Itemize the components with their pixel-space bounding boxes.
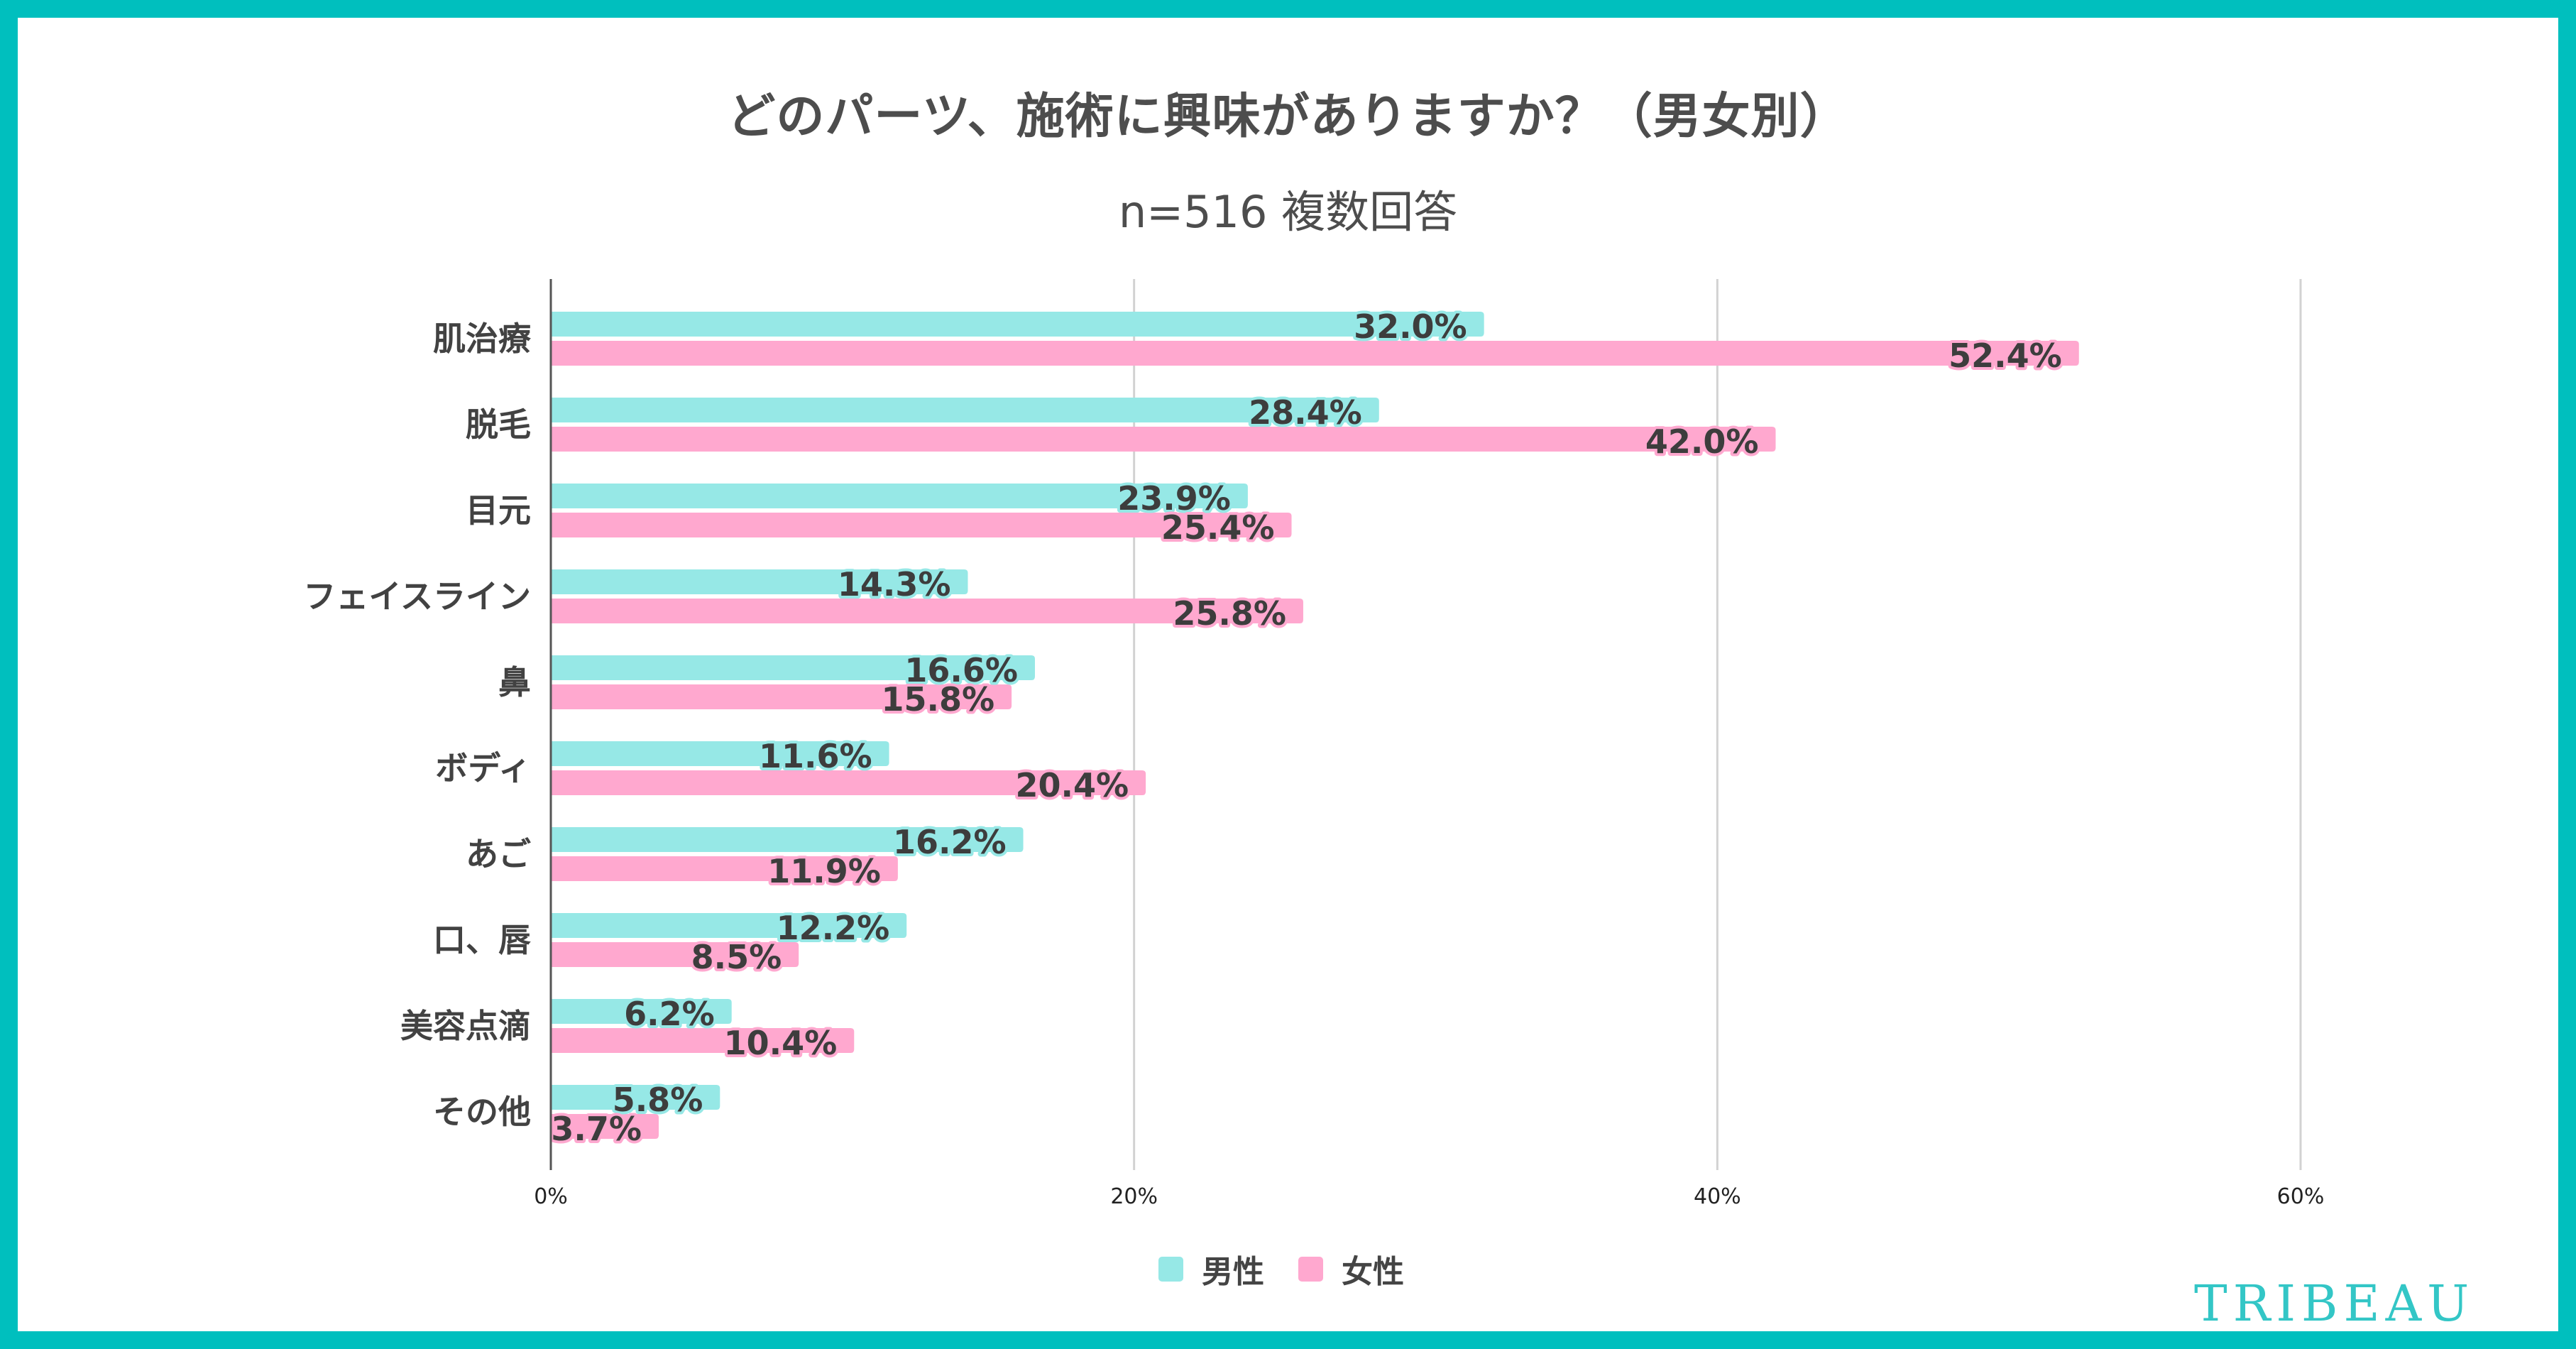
x-tick-label: 60% [2277, 1184, 2325, 1209]
bar-female [551, 1114, 659, 1139]
bars [550, 312, 2079, 1139]
x-tick-label: 0% [534, 1184, 568, 1209]
chart-subtitle: n=516 複数回答 [1118, 186, 1458, 238]
value-label-male: 14.3% [838, 565, 951, 604]
value-label-female: 10.4% [724, 1024, 838, 1062]
bar-female [551, 599, 1303, 623]
x-tick-label: 40% [1694, 1184, 1741, 1209]
value-label-male: 5.8% [613, 1081, 703, 1119]
x-axis-ticks: 0% 20% 40% 60% [534, 1184, 2324, 1209]
bar-male [551, 1085, 720, 1110]
bar-male [551, 827, 1024, 852]
bar-male [551, 741, 889, 766]
value-labels: 32.0% 52.4% 28.4% 42.0% 23.9%25.4% 14.3% 25.8%… [548, 305, 2064, 1151]
value-label-female: 8.5% [691, 938, 782, 976]
value-label-female: 11.9% [767, 852, 881, 890]
bar-female [551, 942, 799, 967]
legend-item-female[interactable]: 女性 [1298, 1246, 1404, 1291]
bar-female [551, 513, 1292, 537]
value-label-female: 20.4% [1016, 766, 1129, 804]
category-label: フェイスライン [303, 577, 531, 616]
bar-male [551, 569, 968, 594]
value-label-female: 42.0% [1645, 422, 1759, 461]
category-label: 鼻 [498, 663, 531, 701]
legend-label-male: 男性 [1202, 1254, 1264, 1290]
bar-female [550, 856, 898, 881]
category-label: 美容点滴 [400, 1007, 531, 1045]
bar-male [551, 999, 732, 1024]
value-label-female: 25.8% [1173, 594, 1286, 633]
legend: 男性 女性 [1158, 1246, 1438, 1291]
bar-male [551, 655, 1035, 680]
category-label: 肌治療 [433, 320, 531, 358]
legend-label-female: 女性 [1342, 1254, 1404, 1290]
value-label-female: 3.7% [551, 1110, 642, 1148]
category-label: 脱毛 [466, 405, 531, 444]
category-label: その他 [433, 1093, 531, 1131]
bar-male [551, 398, 1379, 422]
x-tick-label: 20% [1110, 1184, 1158, 1209]
bar-male [550, 312, 1484, 337]
value-label-female: 15.8% [882, 680, 995, 719]
bar-female [551, 684, 1012, 709]
value-label-male: 16.2% [893, 823, 1007, 861]
bar-female [551, 770, 1146, 795]
tribeau-logo: TRIBEAU [2194, 1274, 2475, 1333]
value-label-male: 11.6% [759, 737, 872, 775]
category-label: 口、唇 [433, 921, 531, 959]
legend-item-male[interactable]: 男性 [1158, 1246, 1264, 1291]
legend-swatch-male [1158, 1256, 1183, 1282]
value-label-female: 25.4% [1161, 508, 1275, 547]
value-label-male: 28.4% [1249, 393, 1362, 432]
chart-title: どのパーツ、施術に興味がありますか？（男女別） [727, 89, 1849, 145]
value-label-male: 32.0% [1354, 307, 1467, 346]
value-label-male: 6.2% [624, 995, 715, 1033]
bar-male [550, 484, 1248, 508]
bar-male [551, 913, 907, 938]
bar-female [551, 341, 2079, 366]
legend-swatch-female [1298, 1256, 1323, 1282]
value-label-male: 16.6% [904, 651, 1018, 689]
bar-female [550, 1028, 855, 1053]
category-label: あご [466, 835, 531, 873]
value-label-male: 12.2% [777, 909, 890, 947]
value-label-male: 23.9% [1117, 479, 1231, 518]
category-label: ボディ [435, 749, 531, 787]
bar-female [551, 427, 1776, 452]
category-label: 目元 [466, 491, 531, 530]
value-label-female: 52.4% [1949, 337, 2062, 375]
